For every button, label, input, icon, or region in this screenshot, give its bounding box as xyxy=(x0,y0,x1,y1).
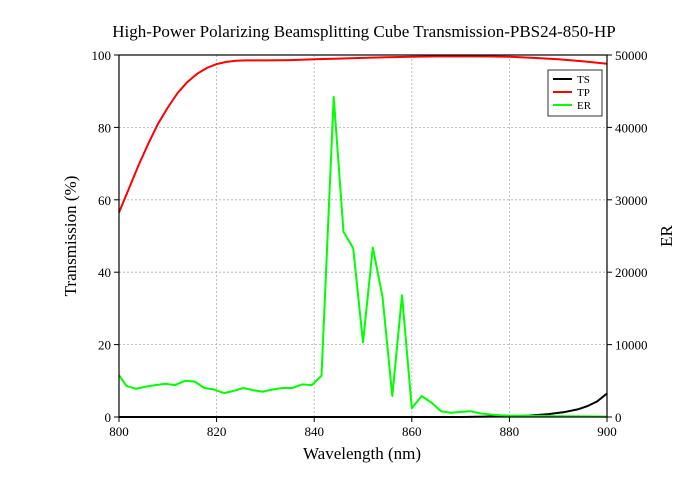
legend-label-tp: TP xyxy=(577,87,590,99)
x-tick-label: 900 xyxy=(597,424,617,439)
y-tick-label: 40 xyxy=(98,265,111,280)
series-line-tp xyxy=(118,55,608,213)
y2-tick-label: 20000 xyxy=(615,265,648,280)
legend-label-er: ER xyxy=(577,100,592,112)
y2-tick-label: 30000 xyxy=(615,193,648,208)
x-tick-label: 820 xyxy=(207,424,227,439)
ticks-layer: 800 820 840 860 880 9000204060801000100002000… xyxy=(92,48,648,439)
y-tick-label: 20 xyxy=(98,338,111,353)
series-layer xyxy=(118,55,608,418)
y-tick-label: 100 xyxy=(92,48,112,63)
y2-tick-label: 0 xyxy=(615,410,622,425)
y-tick-label: 60 xyxy=(98,193,111,208)
x-tick-label: 800 xyxy=(109,424,129,439)
chart-title: High-Power Polarizing Beamsplitting Cube… xyxy=(112,22,615,41)
y2-axis-label: ER xyxy=(657,224,676,246)
y-tick-label: 0 xyxy=(105,410,112,425)
x-tick-label: 860 xyxy=(402,424,422,439)
y2-tick-label: 50000 xyxy=(615,48,648,63)
x-tick-label: 880 xyxy=(500,424,520,439)
y2-tick-label: 10000 xyxy=(615,338,648,353)
series-line-ts xyxy=(119,392,608,418)
y2-tick-label: 40000 xyxy=(615,120,648,135)
x-tick-label: 840 xyxy=(304,424,324,439)
x-axis-label: Wavelength (nm) xyxy=(303,444,421,463)
plot-frame xyxy=(118,54,608,418)
y-tick-label: 80 xyxy=(98,120,111,135)
y-axis-label: Transmission (%) xyxy=(61,176,80,297)
series-line-er xyxy=(118,96,608,418)
grid-layer xyxy=(119,55,607,417)
legend-label-ts: TS xyxy=(577,74,590,86)
